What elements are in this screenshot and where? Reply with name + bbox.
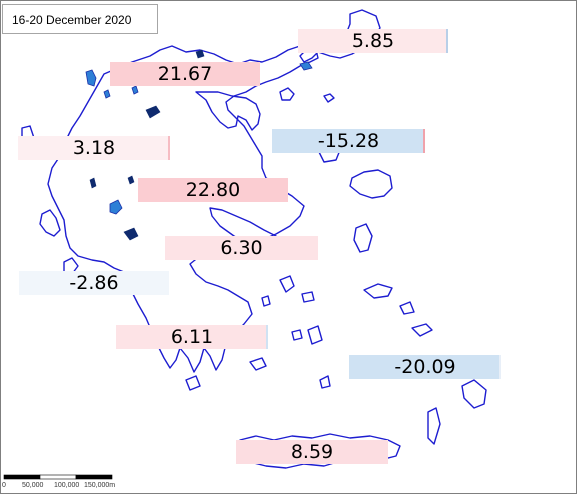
rhodes-coastline — [461, 379, 487, 409]
lake-plastiras — [127, 175, 135, 185]
kea-coastline — [261, 295, 271, 307]
region-value-central-macedonia: 21.67 — [110, 62, 260, 86]
lake-vegoritida — [131, 85, 139, 95]
kefalonia-coastline — [39, 209, 61, 237]
lake-kerkini — [195, 49, 205, 59]
andros-coastline — [279, 275, 295, 293]
tinos-coastline — [301, 291, 315, 303]
kythira-coastline — [185, 375, 201, 391]
region-value-edge — [168, 136, 170, 160]
region-value-western-greece: -2.86 — [19, 271, 169, 295]
samos-coastline — [363, 283, 393, 299]
lake-amvrakia — [123, 227, 139, 241]
chios-coastline — [353, 223, 373, 253]
crete-coastline — [239, 433, 401, 469]
lake-ioannina — [89, 177, 97, 189]
region-value-north-aegean: -15.28 — [272, 129, 425, 153]
paros-coastline — [291, 329, 303, 341]
scale-bar-segment — [39, 474, 77, 480]
lake-kastoria — [103, 89, 111, 99]
lake-volvi — [299, 61, 313, 71]
region-value-dodecanese: -20.09 — [349, 355, 501, 379]
zakynthos-coastline — [63, 257, 79, 275]
lake-polyfytos — [145, 105, 161, 119]
date-label-box: 16-20 December 2020 — [2, 4, 158, 34]
scale-bar-segment — [3, 474, 41, 480]
lake-trichonida — [109, 199, 123, 215]
region-value-edge — [499, 355, 501, 379]
region-value-thrace: 5.85 — [298, 29, 448, 53]
region-value-edge — [446, 29, 448, 53]
scale-label: 150,000m — [84, 482, 116, 489]
samothrace-coastline — [323, 93, 335, 103]
region-value-thessaly: 22.80 — [138, 178, 288, 202]
mainland-coastline — [47, 45, 319, 373]
region-value-epirus: 3.18 — [18, 136, 170, 160]
santorini-coastline — [319, 375, 331, 389]
naxos-coastline — [307, 325, 323, 345]
region-value-edge — [266, 325, 268, 349]
chalkidiki-coastline — [195, 91, 261, 131]
lesvos-coastline — [349, 169, 393, 199]
scale-label: 50,000 — [22, 482, 44, 489]
karpathos-coastline — [427, 407, 441, 445]
scale-label: 0 — [2, 482, 6, 489]
region-value-crete: 8.59 — [236, 440, 388, 464]
date-label: 16-20 December 2020 — [12, 13, 132, 27]
milos-coastline — [249, 357, 267, 371]
scale-label: 100,000 — [54, 482, 80, 489]
kos-coastline — [411, 323, 433, 337]
kalymnos-coastline — [399, 301, 415, 315]
region-value-edge — [423, 129, 425, 153]
scale-bar-segment — [75, 474, 113, 480]
region-value-peloponnese: 6.11 — [116, 325, 268, 349]
scale-bar — [3, 474, 113, 480]
thasos-coastline — [279, 87, 295, 101]
region-value-central-greece: 6.30 — [165, 236, 318, 260]
lake-prespa — [85, 69, 97, 87]
